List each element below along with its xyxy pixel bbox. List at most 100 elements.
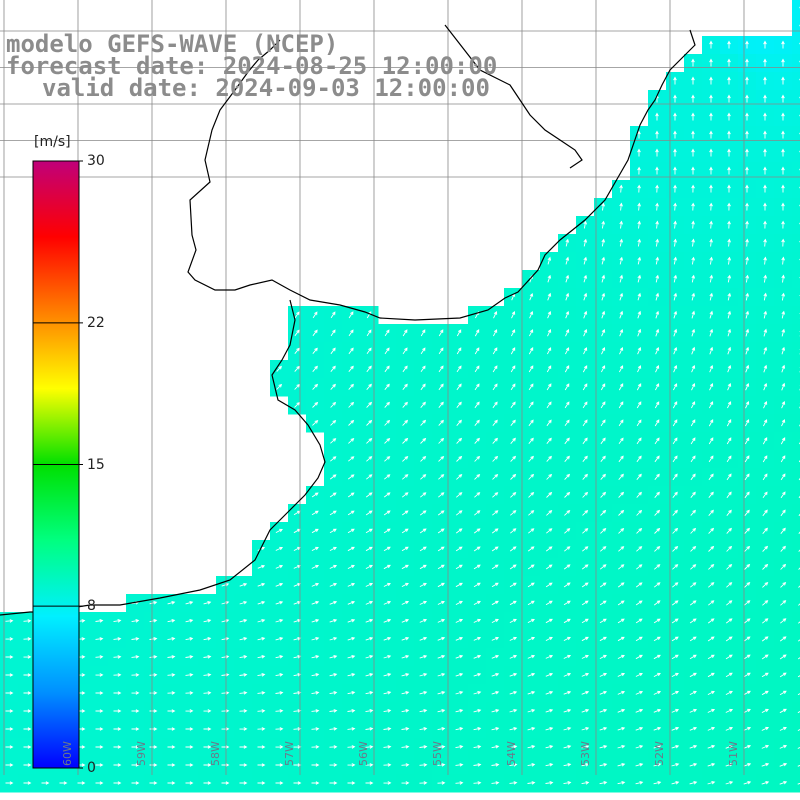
- wind-arrow: [509, 726, 518, 731]
- wind-arrow: [798, 549, 800, 552]
- wind-arrow: [653, 600, 661, 606]
- wind-arrow: [311, 546, 319, 551]
- wind-arrow: [745, 364, 750, 373]
- wind-arrow: [600, 473, 606, 480]
- wind-arrow: [565, 274, 570, 283]
- wind-arrow: [583, 274, 588, 283]
- wind-arrow: [727, 148, 731, 157]
- wind-arrow: [745, 256, 749, 265]
- wind-arrow: [455, 708, 464, 713]
- wind-arrow: [365, 636, 374, 641]
- wind-arrow: [167, 763, 176, 767]
- wind-arrow: [203, 600, 212, 605]
- wind-cell: [792, 522, 800, 541]
- wind-arrow: [401, 672, 410, 677]
- wind-arrow: [5, 727, 14, 731]
- wind-arrow: [581, 780, 590, 785]
- wind-arrow: [798, 603, 800, 606]
- wind-arrow: [709, 202, 713, 211]
- wind-arrow: [797, 729, 800, 731]
- wind-arrow: [797, 657, 800, 660]
- wind-arrow: [635, 690, 644, 695]
- wind-arrow: [330, 438, 337, 444]
- wind-arrow: [528, 510, 535, 516]
- wind-arrow: [545, 546, 553, 552]
- wind-arrow: [311, 672, 320, 677]
- wind-arrow: [239, 654, 248, 659]
- wind-arrow: [257, 654, 266, 659]
- wind-arrow: [779, 726, 787, 731]
- wind-arrow: [366, 456, 373, 462]
- wind-arrow: [402, 329, 408, 337]
- wind-arrow: [545, 636, 553, 641]
- wind-arrow: [780, 581, 787, 588]
- wind-arrow: [529, 292, 534, 301]
- wind-arrow: [744, 527, 750, 534]
- wind-arrow: [653, 618, 661, 624]
- wind-arrow: [672, 473, 678, 481]
- wind-arrow: [655, 112, 659, 121]
- wind-arrow: [384, 437, 391, 444]
- wind-arrow: [456, 437, 463, 444]
- wind-arrow: [455, 564, 463, 570]
- wind-arrow: [619, 220, 624, 229]
- wind-arrow: [384, 456, 391, 462]
- wind-arrow: [365, 763, 374, 767]
- wind-arrow: [329, 510, 337, 516]
- wind-arrow: [745, 274, 750, 283]
- wind-cell: [792, 252, 800, 271]
- wind-arrow: [581, 690, 590, 695]
- wind-arrow: [690, 473, 696, 481]
- wind-arrow: [599, 564, 607, 570]
- wind-arrow: [601, 346, 606, 355]
- wind-arrow: [402, 347, 408, 355]
- wind-arrow: [780, 473, 786, 481]
- colorbar-unit: [m/s]: [34, 134, 71, 150]
- wind-arrow: [780, 437, 786, 445]
- wind-arrow: [131, 673, 140, 677]
- wind-arrow: [798, 585, 800, 588]
- wind-arrow: [763, 364, 768, 373]
- wind-arrow: [509, 546, 517, 552]
- wind-arrow: [185, 673, 194, 677]
- wind-arrow: [402, 383, 408, 390]
- wind-arrow: [474, 455, 481, 462]
- wind-arrow: [655, 238, 660, 247]
- colorbar-tick-label: 0: [87, 760, 96, 776]
- wind-arrow: [167, 673, 176, 677]
- wind-arrow: [743, 690, 751, 696]
- wind-cell: [792, 720, 800, 739]
- wind-arrow: [565, 292, 570, 301]
- wind-arrow: [725, 726, 734, 731]
- wind-arrow: [744, 600, 751, 606]
- wind-arrow: [763, 256, 767, 265]
- wind-arrow: [655, 130, 659, 139]
- wind-arrow: [312, 329, 318, 337]
- wind-arrow: [673, 346, 678, 355]
- wind-arrow: [655, 292, 660, 301]
- wind-arrow: [781, 400, 786, 409]
- wind-arrow: [149, 618, 158, 623]
- wind-arrow: [492, 419, 498, 426]
- wind-arrow: [763, 202, 767, 211]
- wind-arrow: [726, 491, 732, 499]
- wind-arrow: [565, 347, 570, 355]
- wind-arrow: [293, 745, 302, 749]
- wind-arrow: [547, 256, 552, 265]
- wind-arrow: [545, 780, 554, 785]
- wind-arrow: [347, 510, 355, 516]
- wind-arrow: [437, 745, 446, 749]
- wind-arrow: [365, 528, 373, 534]
- wind-arrow: [437, 564, 445, 570]
- wind-arrow: [473, 726, 482, 731]
- wind-arrow: [707, 744, 716, 749]
- wind-arrow: [601, 365, 606, 373]
- wind-arrow: [257, 636, 266, 641]
- wind-arrow: [781, 220, 785, 229]
- wind-arrow: [725, 780, 734, 785]
- wind-cell: [792, 342, 800, 361]
- wind-cell: [792, 486, 800, 505]
- wind-arrow: [185, 763, 194, 767]
- wind-arrow: [637, 274, 642, 283]
- wind-arrow: [583, 238, 588, 247]
